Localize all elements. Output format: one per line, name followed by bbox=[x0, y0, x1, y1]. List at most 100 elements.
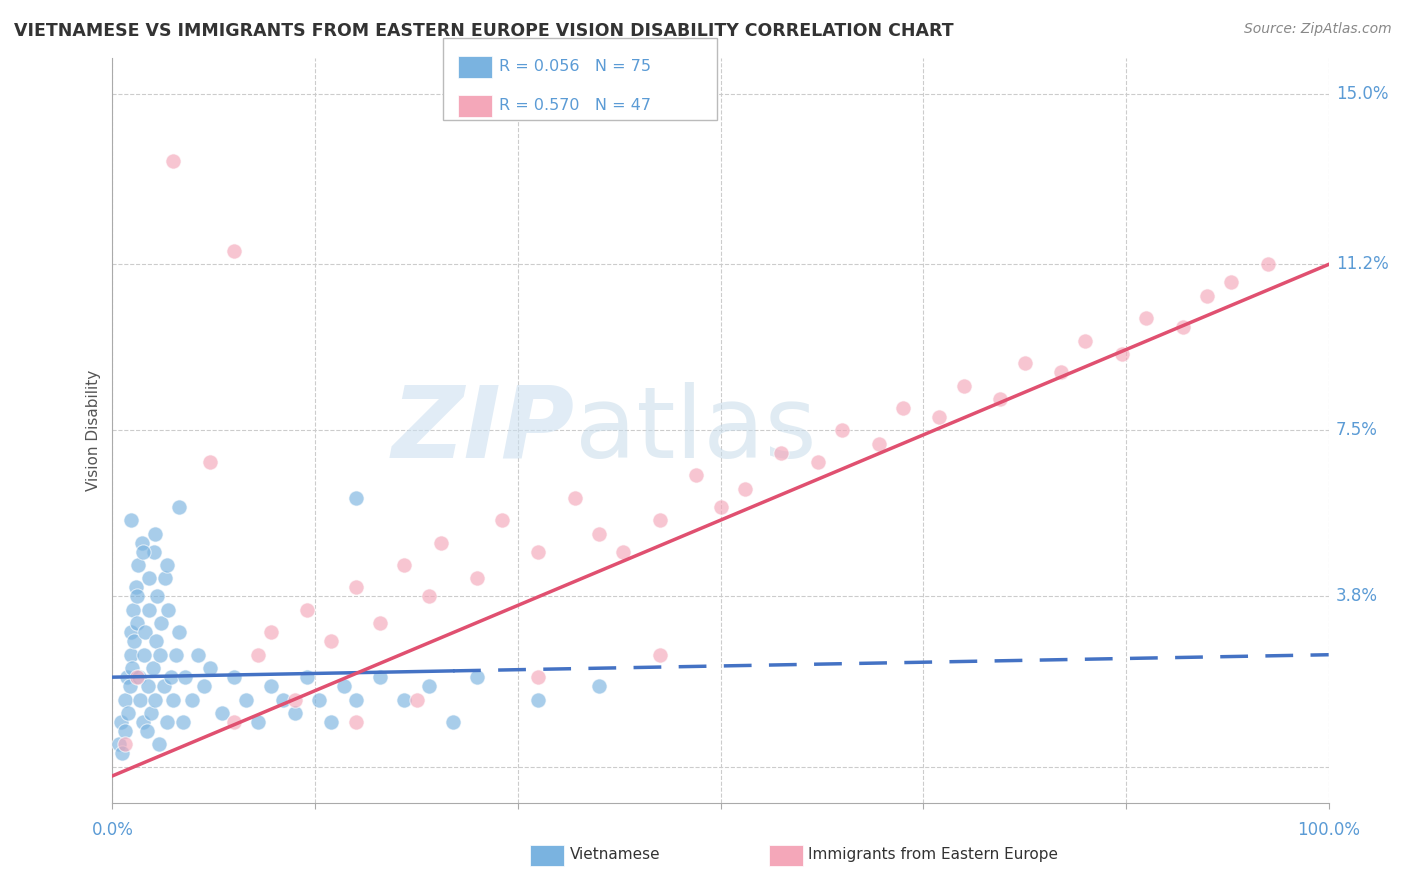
Text: Vietnamese: Vietnamese bbox=[569, 847, 659, 862]
Point bbox=[120, 625, 142, 640]
Point bbox=[120, 648, 142, 662]
Point bbox=[527, 544, 550, 558]
Point bbox=[162, 154, 184, 169]
Point bbox=[115, 670, 138, 684]
Point bbox=[394, 692, 416, 706]
Point bbox=[441, 714, 464, 729]
Point bbox=[125, 616, 148, 631]
Point bbox=[564, 491, 586, 505]
Point bbox=[1195, 289, 1218, 303]
Point bbox=[344, 714, 367, 729]
Point bbox=[125, 590, 148, 604]
Point bbox=[172, 714, 194, 729]
Point bbox=[114, 692, 136, 706]
Point bbox=[368, 616, 391, 631]
Point bbox=[143, 692, 166, 706]
Point bbox=[142, 661, 165, 675]
Point bbox=[127, 558, 149, 572]
Point bbox=[114, 738, 136, 752]
Point bbox=[120, 513, 142, 527]
Point bbox=[588, 679, 610, 693]
Point bbox=[222, 244, 246, 258]
Point bbox=[271, 692, 294, 706]
Point bbox=[121, 661, 143, 675]
Point bbox=[142, 544, 165, 558]
Point bbox=[146, 590, 169, 604]
Point bbox=[648, 513, 671, 527]
Point bbox=[1135, 311, 1157, 326]
Text: 15.0%: 15.0% bbox=[1336, 85, 1388, 103]
Point bbox=[117, 706, 139, 720]
Point bbox=[148, 738, 170, 752]
Point bbox=[169, 625, 191, 640]
Point bbox=[295, 670, 318, 684]
Point bbox=[128, 670, 150, 684]
Text: atlas: atlas bbox=[575, 382, 817, 479]
Point bbox=[648, 648, 671, 662]
Text: 7.5%: 7.5% bbox=[1336, 421, 1378, 440]
Point bbox=[180, 692, 202, 706]
Point bbox=[394, 558, 416, 572]
Point bbox=[868, 437, 890, 451]
Point bbox=[953, 378, 976, 392]
Point bbox=[685, 468, 707, 483]
Point bbox=[222, 714, 246, 729]
Point bbox=[132, 714, 155, 729]
Point bbox=[344, 491, 367, 505]
Point bbox=[222, 670, 246, 684]
Text: R = 0.056   N = 75: R = 0.056 N = 75 bbox=[499, 59, 651, 73]
Point bbox=[831, 424, 853, 438]
Point bbox=[891, 401, 914, 415]
Point bbox=[156, 558, 179, 572]
Point bbox=[156, 714, 179, 729]
Point bbox=[332, 679, 354, 693]
Point bbox=[807, 455, 830, 469]
Point bbox=[612, 544, 634, 558]
Point bbox=[235, 692, 257, 706]
Point bbox=[174, 670, 197, 684]
Point bbox=[709, 500, 731, 514]
Point bbox=[1014, 356, 1036, 370]
Text: R = 0.570   N = 47: R = 0.570 N = 47 bbox=[499, 98, 651, 112]
Point bbox=[734, 482, 756, 496]
Point bbox=[132, 544, 155, 558]
Point bbox=[405, 692, 427, 706]
Point bbox=[198, 661, 221, 675]
Text: ZIP: ZIP bbox=[392, 382, 575, 479]
Point bbox=[152, 679, 174, 693]
Y-axis label: Vision Disability: Vision Disability bbox=[86, 370, 101, 491]
Point bbox=[124, 634, 146, 648]
Point bbox=[169, 500, 191, 514]
Point bbox=[284, 692, 307, 706]
Point bbox=[125, 670, 148, 684]
Text: VIETNAMESE VS IMMIGRANTS FROM EASTERN EUROPE VISION DISABILITY CORRELATION CHART: VIETNAMESE VS IMMIGRANTS FROM EASTERN EU… bbox=[14, 22, 953, 40]
Text: 11.2%: 11.2% bbox=[1336, 255, 1389, 273]
Point bbox=[107, 738, 129, 752]
Point bbox=[295, 603, 318, 617]
Point bbox=[368, 670, 391, 684]
Point bbox=[1257, 257, 1279, 271]
Point bbox=[136, 679, 159, 693]
Text: 0.0%: 0.0% bbox=[91, 821, 134, 838]
Point bbox=[527, 692, 550, 706]
Point bbox=[1074, 334, 1097, 348]
Point bbox=[1171, 320, 1194, 334]
Point bbox=[193, 679, 215, 693]
Text: 100.0%: 100.0% bbox=[1298, 821, 1360, 838]
Point bbox=[150, 616, 173, 631]
Point bbox=[187, 648, 209, 662]
Point bbox=[135, 724, 157, 739]
Point bbox=[247, 648, 270, 662]
Point bbox=[491, 513, 513, 527]
Point bbox=[165, 648, 187, 662]
Point bbox=[988, 392, 1011, 406]
Point bbox=[141, 706, 163, 720]
Point bbox=[157, 603, 180, 617]
Point bbox=[1220, 276, 1243, 290]
Point bbox=[928, 409, 950, 424]
Point bbox=[132, 648, 155, 662]
Point bbox=[588, 526, 610, 541]
Text: Source: ZipAtlas.com: Source: ZipAtlas.com bbox=[1244, 22, 1392, 37]
Text: Immigrants from Eastern Europe: Immigrants from Eastern Europe bbox=[808, 847, 1059, 862]
Point bbox=[129, 692, 152, 706]
